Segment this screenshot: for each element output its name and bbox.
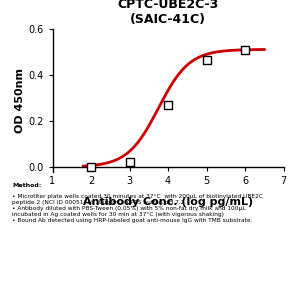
Point: [127, 160, 132, 165]
Point: [166, 103, 170, 108]
Y-axis label: OD 450nm: OD 450nm: [15, 67, 25, 133]
Text: • Microtiter plate wells coated 30 minutes at 37°C  with 200μL of biotinylated U: • Microtiter plate wells coated 30 minut…: [12, 194, 263, 223]
Point: [204, 58, 209, 62]
Point: [243, 48, 248, 52]
Point: [88, 164, 93, 169]
Text: Method:: Method:: [12, 183, 41, 188]
X-axis label: Antibody Conc. (log pg/mL): Antibody Conc. (log pg/mL): [83, 197, 253, 207]
Title: CPTC-UBE2C-3
(SAIC-41C): CPTC-UBE2C-3 (SAIC-41C): [117, 0, 219, 26]
